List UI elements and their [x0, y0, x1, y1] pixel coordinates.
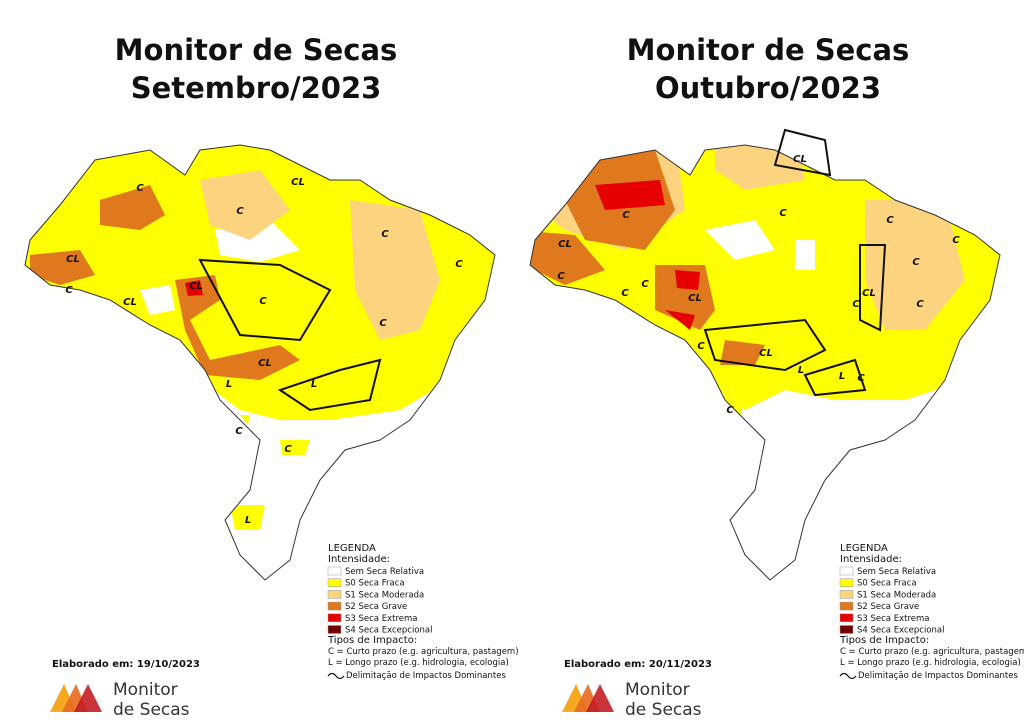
legend-swatch	[327, 590, 342, 599]
legend-label: S3 Seca Extrema	[857, 614, 929, 624]
region-label: CL	[291, 177, 305, 188]
legend-label: S1 Seca Moderada	[345, 590, 424, 600]
logo-mark	[586, 684, 614, 712]
legend-heading: LEGENDA	[328, 543, 376, 554]
legend-subheading: Tipos de Impacto:	[839, 635, 929, 646]
legend-swatch	[839, 625, 854, 634]
title: Monitor de Secas	[627, 33, 910, 67]
region-label: C	[65, 285, 73, 296]
region-label: C	[235, 426, 243, 437]
region-label: L	[839, 371, 845, 382]
title: Outubro/2023	[655, 71, 881, 105]
region-label: CL	[66, 254, 80, 265]
region-label: C	[886, 215, 894, 226]
legend-subheading: Intensidade:	[328, 554, 390, 565]
region-label: CL	[258, 358, 272, 369]
legend-line	[327, 672, 345, 680]
legend-swatch	[839, 566, 854, 576]
legend-swatch	[327, 578, 342, 587]
legend-label: S0 Seca Fraca	[345, 579, 405, 589]
region-label: CL	[688, 293, 702, 304]
legend-label: S3 Seca Extrema	[345, 614, 417, 624]
legend-label: Sem Seca Relativa	[345, 567, 424, 577]
legend-label: S1 Seca Moderada	[857, 590, 936, 600]
region-label: C	[912, 257, 920, 268]
logo-text: Monitor	[625, 680, 690, 700]
region-label: C	[779, 208, 787, 219]
region-label: C	[621, 288, 629, 299]
logo-text: de Secas	[625, 700, 702, 720]
region-label: CL	[123, 297, 137, 308]
region-label: CL	[759, 348, 773, 359]
region-label: CL	[558, 239, 572, 250]
legend-swatch	[327, 566, 342, 576]
legend-label: Sem Seca Relativa	[857, 567, 936, 577]
region-label: C	[379, 318, 387, 329]
legend-label: S2 Seca Grave	[345, 602, 407, 612]
region-label: C	[952, 235, 960, 246]
region-label: C	[284, 444, 292, 455]
region-label: C	[259, 296, 267, 307]
region-label: CL	[189, 281, 203, 292]
panel: Monitor de Secas Outubro/2023 LEGENDAInten…	[562, 33, 1024, 720]
legend-label: C = Curto prazo (e.g. agricultura, pasta…	[840, 647, 1024, 657]
logo-text: de Secas	[113, 700, 190, 720]
region-label: CL	[793, 154, 807, 165]
region-label: C	[557, 271, 565, 282]
region-label: C	[236, 206, 244, 217]
legend-swatch	[327, 625, 342, 634]
region-label: C	[136, 183, 144, 194]
region-label: C	[726, 405, 734, 416]
region-label: CL	[862, 288, 876, 299]
region-label: C	[857, 373, 865, 384]
legend-line	[839, 672, 857, 680]
title: Setembro/2023	[131, 71, 382, 105]
panel: Monitor de Secas Setembro/2023 LEGENDAInte…	[50, 33, 519, 720]
date: Elaborado em: 19/10/2023	[52, 659, 200, 670]
region-label: L	[245, 515, 251, 526]
region-label: C	[852, 299, 860, 310]
legend-heading: LEGENDA	[840, 543, 888, 554]
region-label: C	[455, 259, 463, 270]
legend-swatch	[839, 590, 854, 599]
legend-label: Delimitação de Impactos Dominantes	[858, 671, 1018, 681]
date: Elaborado em: 20/11/2023	[564, 659, 712, 670]
legend-label: S4 Seca Excepcional	[345, 626, 432, 636]
legend-swatch	[839, 613, 854, 623]
region-label: L	[226, 379, 232, 390]
logo-text: Monitor	[113, 680, 178, 700]
legend-label: S0 Seca Fraca	[857, 579, 917, 589]
legend-label: C = Curto prazo (e.g. agricultura, pasta…	[328, 647, 519, 657]
logo-mark	[74, 684, 102, 712]
legend-swatch	[839, 601, 854, 611]
legend-swatch	[327, 601, 342, 611]
legend-subheading: Tipos de Impacto:	[327, 635, 417, 646]
region-label: C	[381, 229, 389, 240]
region-label: C	[916, 299, 924, 310]
region-label: C	[641, 279, 649, 290]
legend-label: Delimitação de Impactos Dominantes	[346, 671, 506, 681]
region-label: L	[798, 365, 804, 376]
region-label: C	[697, 341, 705, 352]
region-label: L	[311, 379, 317, 390]
legend-label: L = Longo prazo (e.g. hidrologia, ecolog…	[840, 658, 1021, 668]
legend-swatch	[839, 578, 854, 587]
legend-label: L = Longo prazo (e.g. hidrologia, ecolog…	[328, 658, 509, 668]
legend-subheading: Intensidade:	[840, 554, 902, 565]
region-label: C	[622, 210, 630, 221]
legend-swatch	[327, 613, 342, 623]
legend-label: S2 Seca Grave	[857, 602, 919, 612]
legend-label: S4 Seca Excepcional	[857, 626, 944, 636]
title: Monitor de Secas	[115, 33, 398, 67]
